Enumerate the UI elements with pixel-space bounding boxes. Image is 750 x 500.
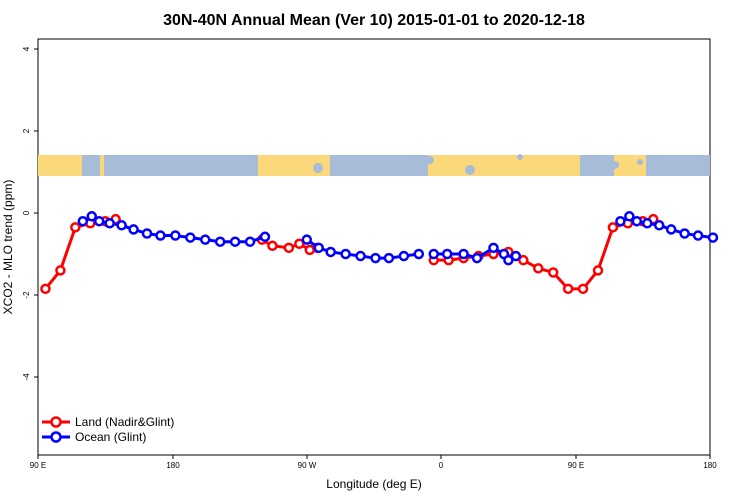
series-1-point xyxy=(653,220,665,231)
series-1-point xyxy=(510,250,522,262)
y-axis-label: XCO2 - MLO trend (ppm) xyxy=(1,180,15,315)
x-tick-label: 0 xyxy=(439,461,444,470)
map-inlet-3 xyxy=(465,165,475,175)
series-1-point xyxy=(325,246,336,258)
series-1-point xyxy=(200,234,211,245)
map-land-3 xyxy=(428,155,580,176)
series-1-point xyxy=(313,242,324,254)
world-map-strip xyxy=(38,154,710,176)
legend-land-marker xyxy=(50,416,62,428)
y-axis: 4 2 0 -2 -4 xyxy=(22,46,38,381)
y-tick-label: 2 xyxy=(22,128,31,133)
series-1-point xyxy=(458,248,469,260)
series-layer xyxy=(40,211,719,295)
series-1-point xyxy=(642,218,653,229)
series-1-point xyxy=(229,236,241,247)
series-1-point xyxy=(77,215,89,227)
series-1-point xyxy=(428,248,439,260)
series-1-point xyxy=(259,231,271,243)
series-0-point xyxy=(55,265,66,276)
x-axis: 90 E 180 90 W 0 90 E 180 xyxy=(30,455,717,470)
legend-ocean-marker xyxy=(50,431,62,443)
series-1-point xyxy=(93,215,105,227)
series-1-point xyxy=(244,236,256,247)
series-1-point xyxy=(214,236,226,247)
series-0-point xyxy=(547,267,559,278)
series-1-point xyxy=(615,215,626,227)
map-inlet-4 xyxy=(517,154,523,160)
x-tick-label: 180 xyxy=(703,461,717,470)
y-tick-label: -4 xyxy=(22,373,31,381)
y-tick-label: -2 xyxy=(22,291,31,299)
series-1-point xyxy=(441,248,453,260)
x-tick-label: 90 E xyxy=(30,461,46,470)
map-inlet-5 xyxy=(611,161,619,169)
series-1-point xyxy=(413,248,425,260)
map-inlet-0 xyxy=(82,160,90,168)
series-0-point xyxy=(267,240,278,252)
series-1-point xyxy=(128,224,139,235)
y-tick-label: 0 xyxy=(22,210,31,215)
series-1-point xyxy=(301,234,313,245)
series-1-point xyxy=(665,224,677,235)
legend-ocean-label: Ocean (Glint) xyxy=(75,430,146,444)
legend-land-label: Land (Nadir&Glint) xyxy=(75,415,174,429)
series-1-point xyxy=(86,211,98,222)
series-1-point xyxy=(692,230,704,241)
series-1-point xyxy=(340,248,351,260)
map-inlet-6 xyxy=(637,159,643,165)
series-0-point xyxy=(577,283,589,295)
series-1-point xyxy=(503,254,514,266)
y-tick-label: 4 xyxy=(22,46,31,51)
map-inlet-1 xyxy=(313,163,323,173)
series-1-point xyxy=(488,242,499,254)
series-0-line-0 xyxy=(44,217,116,290)
x-axis-label: Longitude (deg E) xyxy=(326,477,421,491)
series-1-point xyxy=(355,250,366,262)
x-tick-label: 180 xyxy=(166,461,180,470)
series-1-point xyxy=(185,232,196,243)
series-0-point xyxy=(533,263,544,274)
series-1-point xyxy=(398,250,410,262)
map-inlet-2 xyxy=(426,156,434,164)
series-1-point xyxy=(383,252,395,264)
series-1 xyxy=(77,211,719,266)
series-0-point xyxy=(40,283,51,295)
series-1-point xyxy=(116,220,127,231)
map-land-0 xyxy=(38,155,82,176)
x-tick-label: 90 E xyxy=(568,461,584,470)
series-1-point xyxy=(370,252,381,264)
map-land-1 xyxy=(100,155,104,176)
series-0-point xyxy=(592,265,604,276)
chart-title: 30N-40N Annual Mean (Ver 10) 2015-01-01 … xyxy=(163,12,585,29)
series-1-point xyxy=(707,232,719,243)
series-0-point xyxy=(70,222,81,233)
series-1-point xyxy=(170,230,181,241)
series-1-point xyxy=(155,230,166,241)
series-1-point xyxy=(104,218,115,229)
series-0-point xyxy=(607,222,619,233)
series-1-point xyxy=(679,228,690,239)
map-ocean xyxy=(38,155,710,176)
series-1-point xyxy=(631,215,643,227)
series-1-point xyxy=(624,211,635,222)
series-0-point xyxy=(518,254,529,266)
series-0-point xyxy=(294,238,305,249)
series-0-point xyxy=(283,242,295,254)
map-land-2 xyxy=(258,155,330,176)
series-1-point xyxy=(141,228,153,239)
x-tick-label: 90 W xyxy=(298,461,317,470)
series-0-point xyxy=(562,283,574,295)
legend: Land (Nadir&Glint) Ocean (Glint) xyxy=(42,415,174,444)
series-1-point xyxy=(471,252,483,264)
plot-frame xyxy=(37,38,711,456)
